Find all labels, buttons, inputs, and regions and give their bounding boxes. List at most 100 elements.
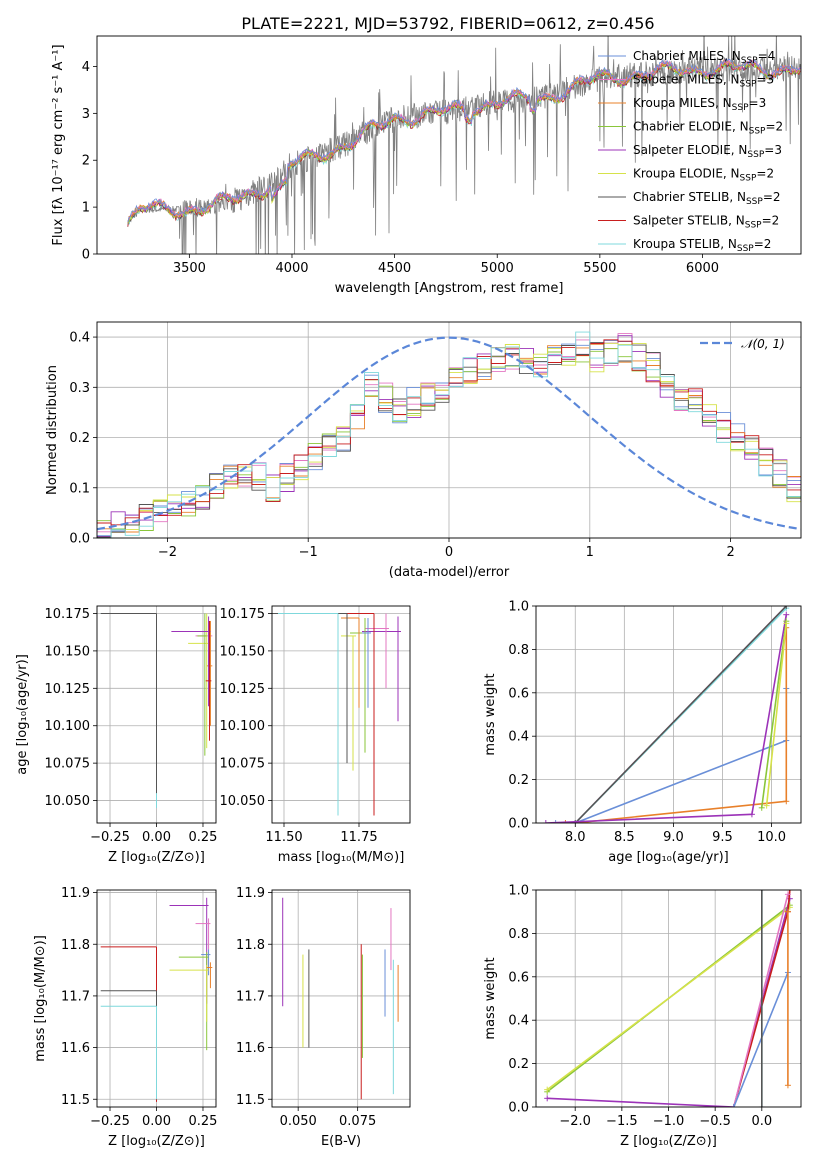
legend-label: Kroupa ELODIE, NSSP=2 xyxy=(633,167,774,184)
y-tick-label: 11.7 xyxy=(61,989,90,1004)
y-tick-label: 10.100 xyxy=(220,719,266,734)
x-tick-label: 6000 xyxy=(686,261,719,276)
legend-label-suffix: =2 xyxy=(756,167,774,181)
y-tick-label: 0.3 xyxy=(69,381,90,396)
axes-frame xyxy=(271,889,411,1108)
axes-frame xyxy=(96,321,802,539)
legend-label-suffix: =4 xyxy=(758,49,776,63)
y-tick-label: 0.2 xyxy=(508,1057,529,1072)
x-tick-label: 0.00 xyxy=(142,830,171,845)
x-tick-label: 5000 xyxy=(481,261,514,276)
x-tick-label: 0.25 xyxy=(189,1114,218,1129)
x-tick-label: 2 xyxy=(726,545,734,560)
y-tick-label: 0.4 xyxy=(508,730,529,745)
x-axis-label: Z [log₁₀(Z/Z⊙)] xyxy=(108,1134,205,1149)
legend-label-main: Salpeter MILES, N xyxy=(633,73,740,87)
legend-label: Kroupa MILES, NSSP=3 xyxy=(633,96,766,113)
y-tick-label: 0.0 xyxy=(508,817,529,832)
model-spectrum-chabrier-miles xyxy=(127,57,801,223)
legend-label-suffix: =2 xyxy=(762,214,780,228)
y-tick-label: 0.4 xyxy=(69,331,90,346)
legend-label: Chabrier STELIB, NSSP=2 xyxy=(633,190,781,207)
y-tick-label: 0.0 xyxy=(508,1101,529,1116)
y-tick-label: 10.175 xyxy=(220,607,266,622)
y-tick-label: 0.8 xyxy=(508,643,529,658)
y-tick-label: 0.6 xyxy=(508,970,529,985)
y-tick-label: 11.8 xyxy=(61,938,90,953)
x-tick-label: −0.25 xyxy=(90,1114,130,1129)
legend-label-main: Kroupa ELODIE, N xyxy=(633,167,740,181)
axes-frame xyxy=(535,889,802,1108)
series-line-salpeter-miles xyxy=(733,894,789,1107)
legend-label-main: Kroupa MILES, N xyxy=(633,96,732,110)
x-tick-label: 4000 xyxy=(275,261,308,276)
x-tick-label: 11.50 xyxy=(265,830,302,845)
x-tick-label: −0.25 xyxy=(90,830,130,845)
x-tick-label: 8.0 xyxy=(565,830,586,845)
y-tick-label: 10.125 xyxy=(45,682,91,697)
plot-area xyxy=(272,612,401,816)
mass-vs-metallicity-panel: −0.25 0.00 0.25 11.5 11.6 11.7 11.8 11.9 Z [log₁… xyxy=(33,886,217,1149)
series-line-chabrier-miles xyxy=(733,972,789,1107)
legend-label: 𝒩(0, 1) xyxy=(741,337,785,351)
axes-frame xyxy=(271,605,411,824)
y-tick-label: 10.100 xyxy=(45,719,91,734)
x-tick-label: 0.050 xyxy=(280,1114,317,1129)
y-tick-label: 11.6 xyxy=(61,1041,90,1056)
series-line-chabrier-miles xyxy=(555,688,788,823)
series-line-chabrier-elodie xyxy=(760,621,788,808)
plot-area xyxy=(542,606,790,823)
y-tick-label: 11.9 xyxy=(236,886,265,901)
series-line-kroupa-miles xyxy=(565,627,788,823)
y-tick-label: 3 xyxy=(82,107,90,122)
x-tick-label: 3500 xyxy=(173,261,206,276)
axes-frame xyxy=(96,889,217,1108)
y-tick-label: 0.2 xyxy=(69,431,90,446)
legend-label-sub: SSP xyxy=(747,150,764,160)
x-tick-label: 0.075 xyxy=(339,1114,376,1129)
normal-curve xyxy=(97,336,801,531)
y-tick-label: 1.0 xyxy=(508,600,529,615)
legend-label-suffix: =2 xyxy=(763,190,781,204)
y-axis-label: mass [log₁₀(M/M⊙)] xyxy=(33,935,48,1062)
x-axis-label: mass [log₁₀(M/M⊙)] xyxy=(278,850,405,865)
y-tick-label: 11.7 xyxy=(236,989,265,1004)
y-tick-label: 0.2 xyxy=(508,773,529,788)
legend-label-main: Salpeter ELODIE, N xyxy=(633,143,747,157)
plot-area xyxy=(127,36,801,254)
y-tick-label: 10.050 xyxy=(220,794,266,809)
legend-label: Kroupa STELIB, NSSP=2 xyxy=(633,237,771,254)
y-tick-label: 0.1 xyxy=(69,481,90,496)
legend-label-sub: SSP xyxy=(740,174,757,184)
x-tick-label: 4500 xyxy=(378,261,411,276)
legend-label-main: Chabrier ELODIE, N xyxy=(633,120,749,134)
x-tick-label: 1 xyxy=(586,545,594,560)
x-tick-label: 0.25 xyxy=(189,830,218,845)
y-tick-label: 10.050 xyxy=(45,794,91,809)
y-tick-label: 10.150 xyxy=(45,644,91,659)
x-tick-label: −1 xyxy=(299,545,318,560)
legend-label: Chabrier ELODIE, NSSP=2 xyxy=(633,120,783,137)
legend-label-main: Chabrier STELIB, N xyxy=(633,190,746,204)
mass-weight-vs-age-panel: 8.0 8.5 9.0 9.5 10.0 0.0 0.2 0.4 0.6 0.8 1.0 age [l… xyxy=(483,600,802,865)
age-vs-metallicity-panel: −0.25 0.00 0.25 10.050 10.075 10.100 10.125 10.… xyxy=(15,605,218,865)
y-tick-label: 2 xyxy=(82,154,90,169)
x-tick-label: 9.5 xyxy=(712,830,733,845)
axes-frame xyxy=(96,35,802,255)
plot-area xyxy=(544,890,793,1107)
legend-label: Salpeter STELIB, NSSP=2 xyxy=(633,214,779,231)
x-tick-label: 11.75 xyxy=(340,830,377,845)
series-line-chabrier-stelib xyxy=(574,606,787,823)
x-tick-label: 8.5 xyxy=(614,830,635,845)
legend-label-sub: SSP xyxy=(737,244,754,254)
legend-label-suffix: =3 xyxy=(764,143,782,157)
mass-weight-vs-metallicity-panel: −2.0 −1.5 −1.0 −0.5 0.0 0.0 0.2 0.4 0.6 0.8 1.0 Z [… xyxy=(483,884,802,1149)
x-axis-label: wavelength [Angstrom, rest frame] xyxy=(335,281,564,296)
y-tick-label: 10.175 xyxy=(45,607,91,622)
legend-label-suffix: =2 xyxy=(754,237,772,251)
legend-label: Salpeter MILES, NSSP=3 xyxy=(633,73,774,90)
y-tick-label: 0.4 xyxy=(508,1014,529,1029)
plot-area xyxy=(100,612,213,809)
y-tick-label: 10.075 xyxy=(220,757,266,772)
